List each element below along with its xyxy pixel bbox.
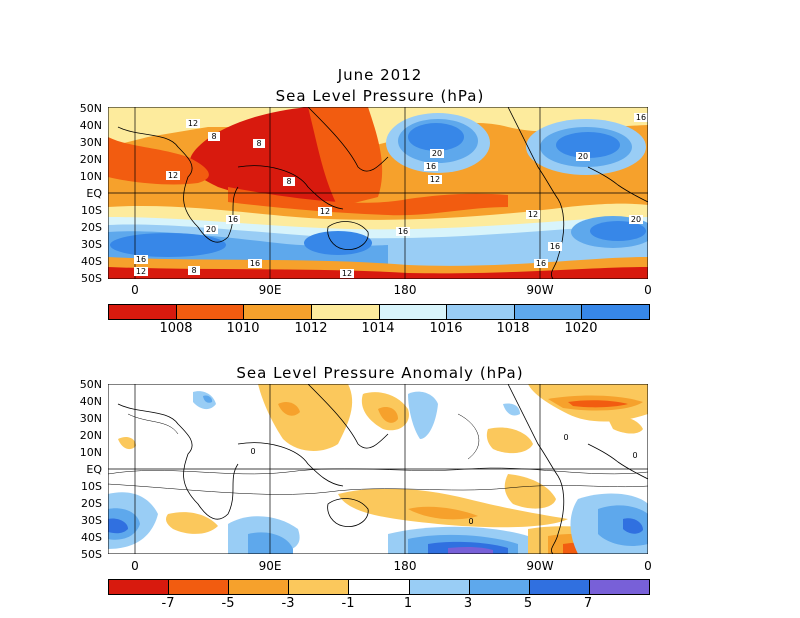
- bottom-title: Sea Level Pressure Anomaly (hPa): [236, 364, 524, 382]
- colorbar-label: 1: [403, 596, 413, 611]
- lat-label: EQ: [86, 187, 102, 200]
- bottom-map: 0 0 0 0: [108, 384, 648, 554]
- colorbar-swatch: [379, 305, 448, 319]
- lat-label: 30S: [81, 514, 102, 527]
- lat-label: 40N: [79, 119, 102, 132]
- lon-label: 90E: [258, 559, 282, 573]
- contour-label: 12: [430, 175, 440, 184]
- lat-label: 20S: [81, 497, 102, 510]
- lon-label: 180: [393, 283, 417, 297]
- contour-label: 12: [136, 267, 146, 276]
- contour-label: 16: [250, 259, 260, 268]
- contour-label: 0: [468, 517, 473, 526]
- colorbar-label: 1008: [159, 321, 193, 336]
- colorbar-swatch: [582, 305, 649, 319]
- colorbar-label: 1016: [429, 321, 463, 336]
- contour-label: 8: [256, 139, 261, 148]
- colorbar-label: 7: [583, 596, 593, 611]
- colorbar-label: 1018: [496, 321, 530, 336]
- lat-label: 50S: [81, 548, 102, 561]
- contour-label: 12: [188, 119, 198, 128]
- colorbar-swatch: [169, 580, 230, 594]
- lat-label: 10N: [79, 446, 102, 459]
- contour-label: 8: [211, 132, 216, 141]
- top-map: 12 8 8 12 8 20 16 12 12 16 20 12 16 20 1…: [108, 107, 648, 279]
- colorbar-swatch: [311, 305, 380, 319]
- contour-label: 16: [228, 215, 238, 224]
- lat-label: 30N: [79, 412, 102, 425]
- colorbar-swatch: [289, 580, 350, 594]
- colorbar-label: -1: [341, 596, 355, 611]
- colorbar-label: 1020: [564, 321, 598, 336]
- contour-label: 0: [250, 447, 255, 456]
- contour-label: 0: [632, 451, 637, 460]
- contour-label: 16: [136, 255, 146, 264]
- colorbar-label: 1010: [226, 321, 260, 336]
- colorbar-label: 1014: [361, 321, 395, 336]
- contour-label: 12: [168, 171, 178, 180]
- colorbar-label: -7: [161, 596, 175, 611]
- contour-label: 20: [631, 215, 641, 224]
- contour-label: 0: [563, 433, 568, 442]
- contour-label: 16: [398, 227, 408, 236]
- contour-label: 20: [432, 149, 442, 158]
- lat-label: 10N: [79, 170, 102, 183]
- colorbar-swatch: [469, 580, 530, 594]
- lon-label: 0: [131, 283, 139, 297]
- lon-label: 0: [644, 559, 652, 573]
- lat-label: 10S: [81, 204, 102, 217]
- lon-label: 90E: [258, 283, 282, 297]
- colorbar-swatch: [109, 305, 177, 319]
- lat-label: 50S: [81, 272, 102, 285]
- top-title-line1: June 2012: [337, 66, 423, 84]
- colorbar-label: 1012: [294, 321, 328, 336]
- lat-label: EQ: [86, 463, 102, 476]
- contour-label: 20: [578, 152, 588, 161]
- contour-label: 12: [320, 207, 330, 216]
- contour-label: 12: [528, 210, 538, 219]
- lat-label: 40S: [81, 531, 102, 544]
- lon-label: 0: [644, 283, 652, 297]
- lat-label: 20S: [81, 221, 102, 234]
- colorbar-swatch: [349, 580, 410, 594]
- top-title-line2: Sea Level Pressure (hPa): [275, 87, 485, 105]
- lon-label: 0: [131, 559, 139, 573]
- colorbar-label: 3: [463, 596, 473, 611]
- colorbar-swatch: [244, 305, 312, 319]
- contour-label: 8: [286, 177, 291, 186]
- colorbar-swatch: [409, 580, 470, 594]
- contour-label: 16: [636, 113, 646, 122]
- colorbar-swatch: [529, 580, 590, 594]
- top-colorbar: [108, 304, 650, 320]
- lat-label: 30N: [79, 136, 102, 149]
- contour-label: 8: [191, 266, 196, 275]
- colorbar-label: -5: [221, 596, 235, 611]
- colorbar-swatch: [109, 580, 170, 594]
- lat-label: 10S: [81, 480, 102, 493]
- colorbar-label: 5: [523, 596, 533, 611]
- colorbar-swatch: [229, 580, 290, 594]
- contour-label: 16: [550, 242, 560, 251]
- lat-label: 40S: [81, 255, 102, 268]
- colorbar-swatch: [514, 305, 583, 319]
- lat-label: 20N: [79, 429, 102, 442]
- lon-label: 180: [393, 559, 417, 573]
- lon-label: 90W: [526, 559, 554, 573]
- lat-label: 50N: [79, 102, 102, 115]
- colorbar-label: -3: [281, 596, 295, 611]
- colorbar-swatch: [176, 305, 245, 319]
- colorbar-swatch: [589, 580, 649, 594]
- contour-label: 16: [426, 162, 436, 171]
- contour-label: 20: [206, 225, 216, 234]
- contour-label: 16: [536, 259, 546, 268]
- lat-label: 40N: [79, 395, 102, 408]
- colorbar-swatch: [447, 305, 515, 319]
- lat-label: 50N: [79, 378, 102, 391]
- lon-label: 90W: [526, 283, 554, 297]
- contour-label: 12: [342, 269, 352, 278]
- lat-label: 20N: [79, 153, 102, 166]
- bottom-colorbar: [108, 579, 650, 595]
- lat-label: 30S: [81, 238, 102, 251]
